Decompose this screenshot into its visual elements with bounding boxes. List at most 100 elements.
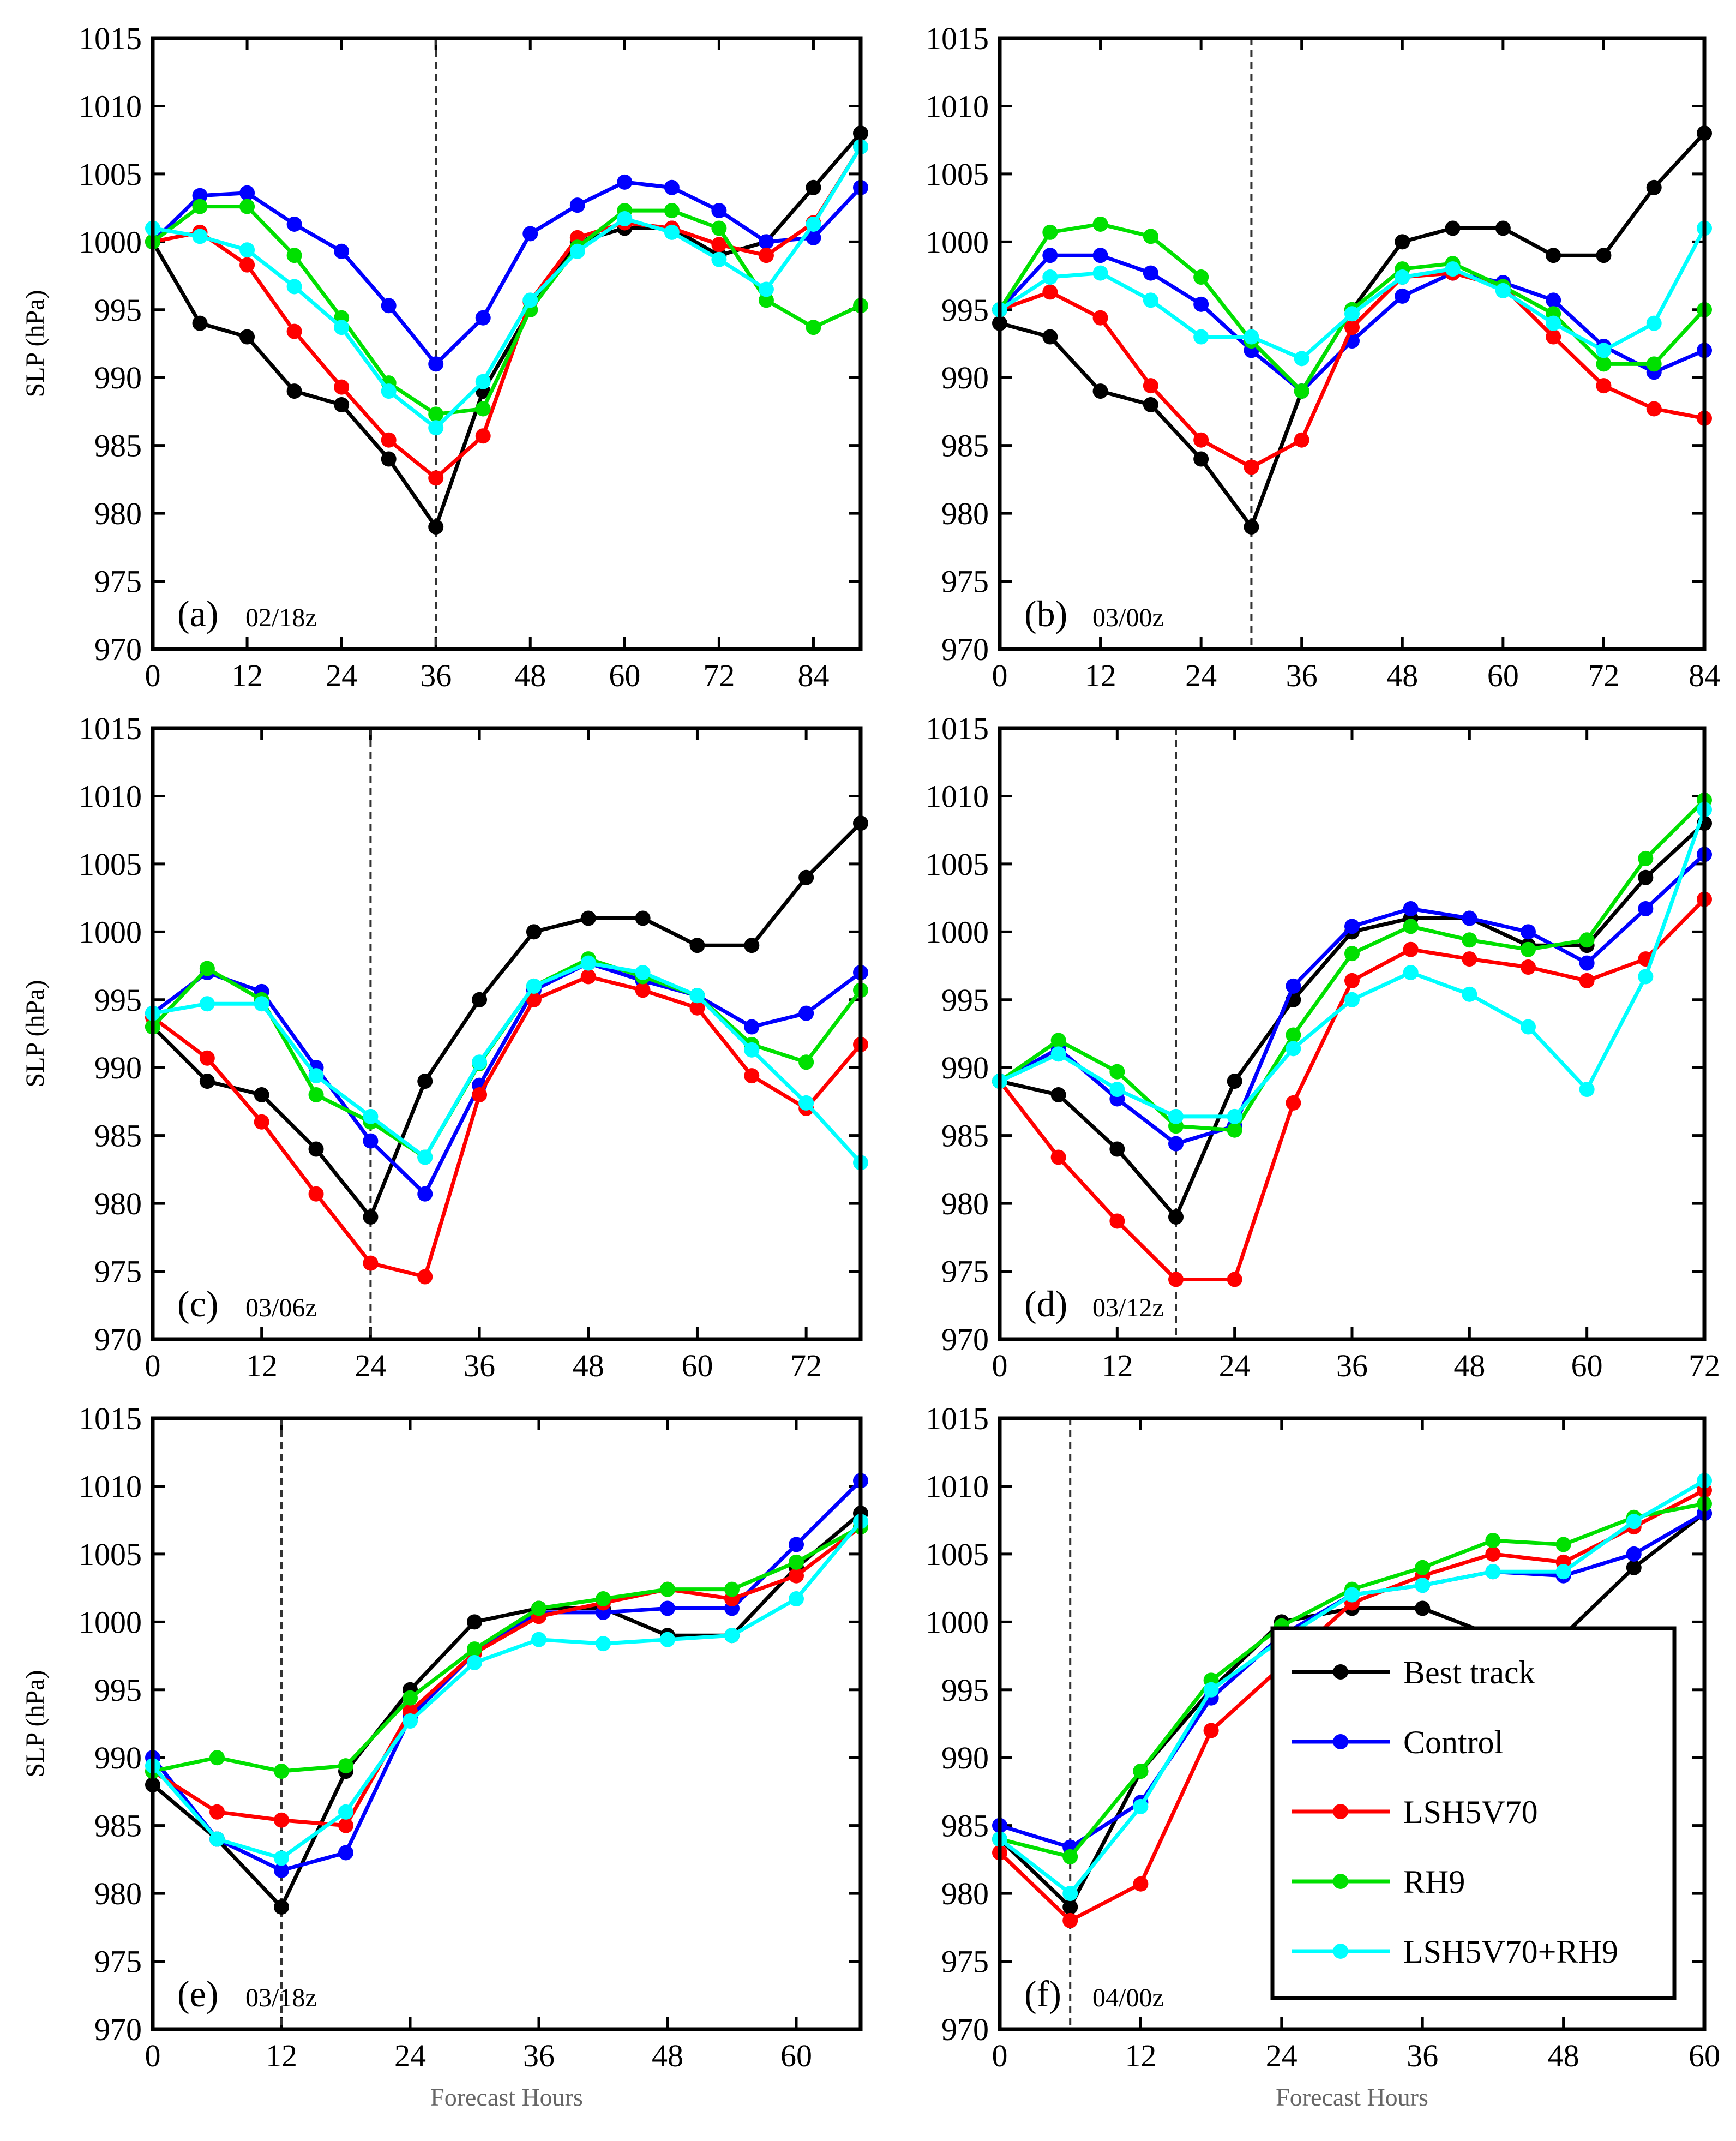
data-point — [363, 1255, 379, 1271]
data-point — [1546, 292, 1561, 308]
series-line-lsh5v70 — [152, 146, 862, 480]
data-point — [724, 1628, 740, 1644]
panel-init-time: 03/00z — [1092, 603, 1164, 632]
x-tick-label: 48 — [1453, 1348, 1485, 1383]
data-point — [664, 224, 680, 240]
series-line-lsh5v70-rh9 — [151, 1520, 862, 1860]
panel-label: (f) — [1024, 1973, 1061, 2014]
data-point — [526, 978, 542, 994]
y-tick-label: 980 — [94, 1876, 142, 1911]
x-tick-label: 12 — [266, 2038, 297, 2073]
data-point — [1344, 919, 1360, 934]
panel-init-time: 03/18z — [245, 1983, 317, 2012]
data-point — [1626, 1514, 1642, 1530]
data-point — [1092, 216, 1108, 232]
data-point — [1193, 269, 1209, 285]
data-point — [806, 320, 821, 335]
y-tick-label: 980 — [94, 1186, 142, 1221]
data-point — [1646, 179, 1662, 195]
series-line-best-track — [151, 1512, 862, 1909]
panel-label: (a) — [177, 593, 218, 634]
data-point — [689, 1000, 705, 1016]
data-point — [526, 992, 542, 1007]
data-point — [1495, 283, 1511, 298]
data-point — [239, 242, 255, 258]
data-point — [1445, 220, 1461, 236]
data-point — [338, 1845, 353, 1861]
data-point — [381, 432, 397, 448]
data-point — [1050, 1149, 1066, 1165]
data-point — [1042, 329, 1058, 345]
data-point — [711, 220, 727, 236]
y-tick-label: 1000 — [79, 1604, 142, 1640]
data-point — [1143, 378, 1158, 394]
data-point — [1626, 1546, 1642, 1562]
x-tick-label: 84 — [1689, 658, 1720, 693]
data-point — [744, 1068, 760, 1084]
data-point — [1193, 329, 1209, 345]
x-tick-label: 60 — [780, 2038, 812, 2073]
data-point — [689, 938, 705, 953]
data-point — [472, 1054, 488, 1070]
data-point — [789, 1537, 804, 1552]
series-line-best-track — [151, 131, 862, 529]
data-point — [617, 211, 633, 227]
data-point — [1109, 1064, 1125, 1080]
axes-frame — [998, 726, 1707, 1341]
data-point — [308, 1186, 324, 1202]
data-point — [428, 420, 444, 436]
data-point — [1092, 265, 1108, 281]
data-point — [417, 1074, 433, 1089]
y-tick-label: 990 — [94, 1740, 142, 1776]
data-point — [475, 310, 491, 326]
data-point — [1050, 1046, 1066, 1062]
data-point — [192, 315, 208, 331]
data-point — [1143, 397, 1158, 412]
data-point — [724, 1581, 740, 1597]
data-point — [580, 910, 596, 926]
y-tick-label: 995 — [94, 1672, 142, 1708]
data-point — [1403, 965, 1419, 980]
x-tick-label: 60 — [1487, 658, 1519, 693]
x-tick-label: 24 — [394, 2038, 426, 2073]
series-line-lsh5v70 — [151, 974, 862, 1279]
data-point — [1521, 941, 1536, 957]
y-tick-label: 970 — [94, 1322, 142, 1357]
data-point — [286, 383, 302, 399]
x-tick-label: 12 — [231, 658, 263, 693]
data-point — [1395, 234, 1410, 250]
data-point — [199, 996, 215, 1012]
x-tick-label: 12 — [1085, 658, 1116, 693]
y-tick-label: 985 — [941, 1118, 989, 1154]
x-tick-label: 60 — [1571, 1348, 1603, 1383]
data-point — [1042, 269, 1058, 285]
data-point — [192, 188, 208, 203]
data-point — [363, 1133, 379, 1149]
data-point — [1403, 901, 1419, 917]
x-tick-label: 24 — [1266, 2038, 1298, 2073]
data-point — [417, 1149, 433, 1165]
data-point — [274, 1850, 289, 1866]
data-point — [363, 1209, 379, 1225]
x-tick-label: 36 — [1336, 1348, 1368, 1383]
data-point — [1521, 1019, 1536, 1035]
data-point — [1646, 401, 1662, 417]
data-point — [1403, 941, 1419, 957]
data-point — [417, 1186, 433, 1202]
data-point — [334, 379, 350, 395]
x-tick-label: 72 — [1588, 658, 1619, 693]
data-point — [689, 988, 705, 1004]
y-axis-label: SLP (hPa) — [21, 290, 50, 398]
data-point — [1626, 1560, 1642, 1575]
data-point — [403, 1713, 418, 1729]
data-point — [1286, 1041, 1301, 1057]
y-tick-label: 975 — [94, 1944, 142, 1980]
data-point — [1462, 951, 1477, 967]
data-point — [274, 1862, 289, 1878]
y-tick-label: 1015 — [926, 21, 989, 56]
data-point — [239, 329, 255, 345]
data-point — [192, 199, 208, 214]
data-point — [1092, 383, 1108, 399]
data-point — [617, 174, 633, 190]
